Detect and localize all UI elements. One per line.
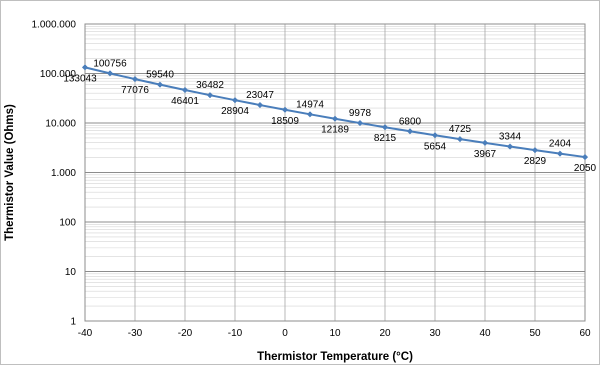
x-tick-label: 0 [282, 328, 288, 339]
data-label: 12189 [321, 125, 349, 136]
data-point [556, 150, 564, 157]
x-tick-label: -20 [178, 328, 193, 339]
y-tick-label: 10 [65, 267, 77, 278]
y-tick-label: 100 [59, 218, 76, 229]
data-label: 23047 [246, 90, 274, 101]
x-tick-label: 40 [479, 328, 491, 339]
data-point [81, 64, 89, 71]
data-point [231, 97, 239, 104]
data-point [281, 106, 289, 113]
y-axis-ticks: 1 10 100 1.000 10.000 100.000 1.000.000 [32, 20, 77, 328]
data-label: 18509 [271, 116, 299, 127]
data-label: 4725 [449, 124, 472, 135]
data-label: 46401 [171, 96, 199, 107]
data-label: 9978 [349, 108, 372, 119]
x-axis-title: Thermistor Temperature (°C) [257, 351, 413, 363]
data-label: 2404 [549, 139, 572, 150]
data-label: 5654 [424, 141, 447, 152]
data-label: 3967 [474, 149, 497, 160]
data-point [331, 115, 339, 122]
data-point [581, 153, 589, 161]
data-point [531, 146, 539, 154]
y-axis-title: Thermistor Value (Ohms) [4, 104, 16, 241]
x-tick-label: 30 [429, 328, 441, 339]
data-label: 77076 [121, 85, 149, 96]
data-label: 3344 [499, 132, 522, 143]
data-point [256, 101, 264, 109]
data-labels: 133043 100756 77076 59540 46401 36482 28904 230… [63, 58, 596, 174]
data-label: 28904 [221, 106, 249, 117]
x-tick-label: 50 [529, 328, 541, 339]
data-label: 36482 [196, 80, 224, 91]
plot-grid [84, 23, 586, 322]
data-point [506, 143, 514, 150]
x-tick-label: -30 [128, 328, 143, 339]
data-point [156, 81, 164, 88]
y-tick-label: 100.000 [40, 69, 77, 80]
plot-border [84, 23, 586, 322]
data-point [381, 124, 389, 131]
x-tick-label: 10 [329, 328, 341, 339]
data-point [206, 92, 214, 99]
data-point [306, 111, 314, 118]
y-tick-label: 1 [70, 317, 76, 328]
x-tick-label: -10 [228, 328, 243, 339]
x-tick-label: 60 [579, 328, 591, 339]
data-label: 59540 [146, 70, 174, 81]
x-axis-ticks: -40 -30 -20 -10 0 10 20 30 40 50 60 [78, 328, 591, 339]
data-point [131, 75, 139, 83]
data-point [181, 86, 189, 94]
data-point [431, 132, 439, 139]
data-point [356, 119, 364, 127]
x-tick-label: -40 [78, 328, 93, 339]
y-tick-label: 10.000 [45, 119, 76, 130]
data-point [406, 128, 414, 135]
x-tick-label: 20 [379, 328, 391, 339]
data-label: 6800 [399, 116, 422, 127]
data-label: 2829 [524, 156, 547, 167]
data-label: 2050 [574, 163, 597, 174]
y-tick-label: 1.000.000 [32, 20, 77, 31]
series-group [81, 64, 589, 161]
data-point [456, 135, 464, 143]
data-label: 100756 [93, 58, 127, 69]
data-label: 14974 [296, 99, 324, 110]
y-tick-label: 1.000 [51, 168, 76, 179]
data-point [481, 139, 489, 147]
data-label: 133043 [63, 73, 97, 84]
data-point [106, 70, 114, 77]
data-label: 8215 [374, 133, 397, 144]
